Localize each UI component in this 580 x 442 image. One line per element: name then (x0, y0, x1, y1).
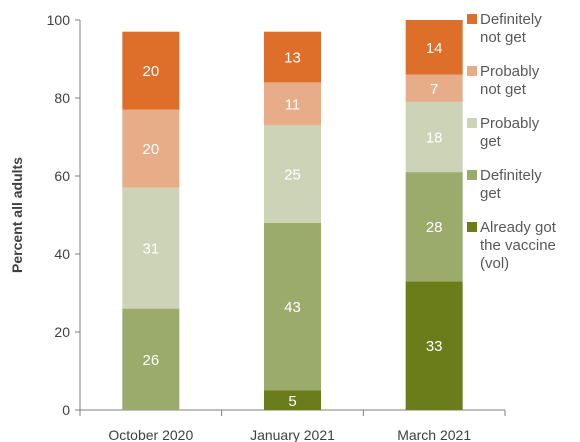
legend-swatch (467, 170, 477, 180)
bar-segment (264, 82, 321, 126)
bar-segment (264, 390, 321, 410)
legend-label: Already got (480, 219, 557, 236)
bar-data-label: 33 (426, 338, 443, 355)
bar-segment (405, 172, 463, 282)
y-tick-label: 100 (47, 12, 71, 28)
bar-data-label: 43 (284, 299, 301, 316)
bar-data-label: 25 (284, 167, 301, 184)
bar-data-label: 13 (284, 50, 301, 67)
bar-data-label: 28 (426, 219, 443, 236)
legend-label: not get (480, 29, 527, 46)
bar-segment (264, 222, 321, 391)
legend-label: not get (480, 81, 527, 98)
bar-data-label: 11 (285, 96, 301, 113)
bar-data-label: 31 (142, 241, 159, 258)
bar-segment (405, 20, 463, 75)
bar-segment (405, 74, 463, 102)
y-tick-label: 20 (54, 324, 70, 340)
y-tick-label: 60 (54, 168, 70, 184)
bar-segment (405, 281, 463, 410)
legend-swatch (467, 118, 477, 128)
x-tick-label: March 2021 (397, 427, 471, 442)
bar-segment (122, 308, 180, 410)
y-tick-label: 80 (54, 90, 70, 106)
bar-data-label: 26 (142, 352, 159, 369)
bar-data-label: 20 (142, 141, 159, 158)
legend-label: Probably (480, 63, 540, 80)
bar-segment (264, 125, 321, 223)
bar-data-label: 5 (288, 393, 296, 410)
bar-segment (122, 109, 180, 188)
legend-label: get (480, 133, 502, 150)
bar-data-label: 20 (142, 63, 159, 80)
legend-label: get (480, 185, 502, 202)
bar-data-label: 14 (426, 40, 443, 57)
legend-label: Probably (480, 115, 540, 132)
bars: 26 31 20 20 5 43 25 11 13 33 28 18 7 14 (122, 20, 463, 410)
legend-label: Definitely (480, 11, 542, 28)
y-tick-label: 40 (54, 246, 70, 262)
y-axis-label: Percent all adults (9, 157, 25, 273)
bar-segment (264, 31, 321, 83)
legend-swatch (467, 66, 477, 76)
legend-swatch (467, 14, 477, 24)
y-axis-label-group: Percent all adults (9, 157, 25, 273)
bar-data-label: 7 (430, 81, 438, 98)
x-tick-label: January 2021 (250, 427, 335, 442)
y-tick-label: 0 (62, 402, 70, 418)
legend-swatch (467, 222, 477, 232)
legend-label: Definitely (480, 167, 542, 184)
bar-segment (405, 101, 463, 173)
legend-label: (vol) (480, 255, 509, 272)
legend-label: the vaccine (480, 237, 556, 254)
bar-segment (122, 187, 180, 309)
bar-data-label: 18 (426, 130, 443, 147)
axes: 0 20 40 60 80 100 October 2020 January 2021 Marc… (47, 12, 506, 442)
x-tick-label: October 2020 (108, 427, 193, 442)
bar-segment (122, 31, 180, 110)
